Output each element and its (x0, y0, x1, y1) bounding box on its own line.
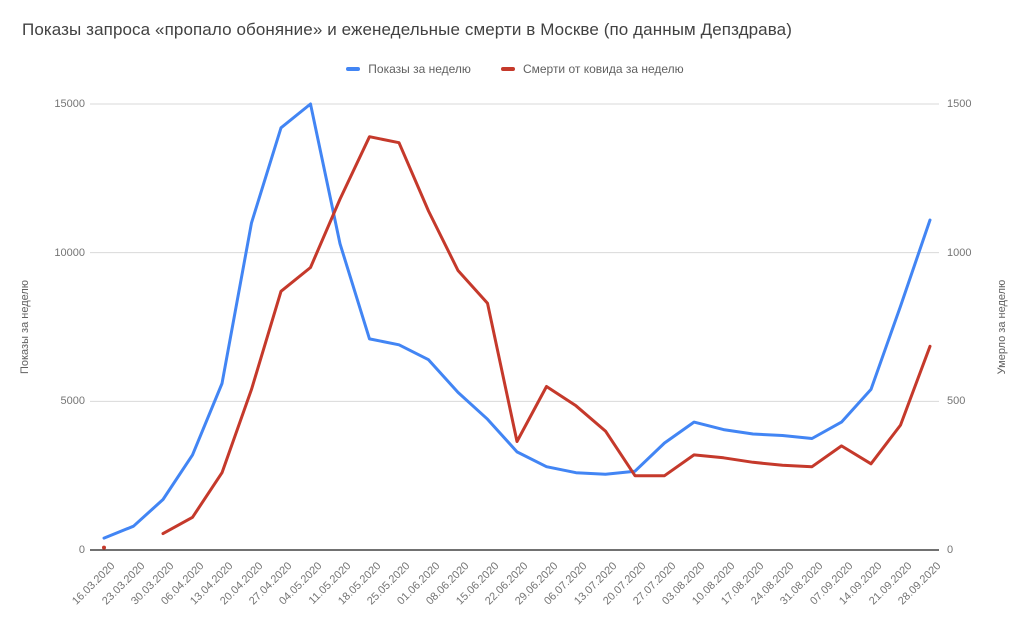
left-axis-title: Показы за неделю (19, 279, 31, 375)
left-ytick-label: 5000 (60, 395, 85, 408)
legend-label: Смерти от ковида за неделю (522, 62, 684, 76)
right-ytick-label: 0 (947, 544, 954, 556)
left-ytick-label: 15000 (54, 98, 85, 110)
right-ytick-label: 500 (947, 395, 966, 408)
left-ytick-label: 10000 (54, 246, 85, 259)
legend-item-0: Показы за неделю (346, 62, 471, 76)
series-line-0 (102, 102, 932, 540)
legend: Показы за неделю Смерти от ковида за неде… (90, 62, 940, 76)
right-axis-title: Умерло за неделю (996, 279, 1008, 375)
legend-label: Показы за неделю (368, 62, 471, 76)
legend-swatch-icon (346, 67, 361, 71)
right-ytick-label: 1500 (947, 98, 972, 110)
right-ytick-label: 1000 (947, 246, 972, 259)
legend-item-1: Смерти от ковида за неделю (500, 62, 684, 76)
legend-swatch-icon (500, 67, 515, 71)
chart-title: Показы запроса «пропало обоняние» и ежен… (22, 20, 792, 39)
series-line-1 (161, 135, 932, 536)
series-point-1 (102, 545, 106, 550)
left-ytick-label: 0 (78, 544, 85, 556)
